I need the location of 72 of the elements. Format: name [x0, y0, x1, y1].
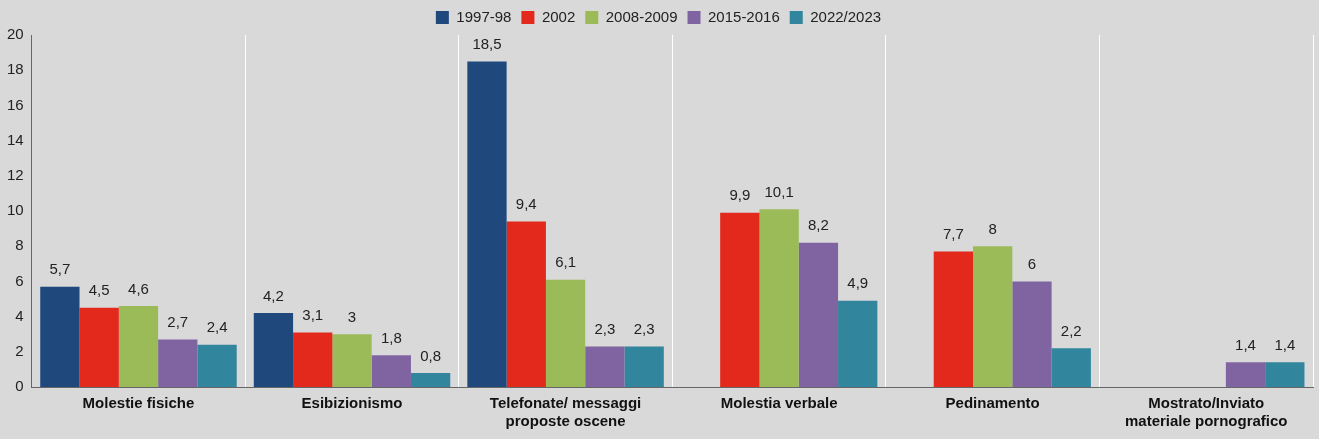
data-label: 9,9 — [729, 186, 751, 204]
data-label: 8,2 — [807, 216, 829, 234]
bar — [973, 246, 1013, 387]
data-label: 8 — [988, 219, 997, 237]
data-label: 4,9 — [847, 274, 869, 292]
y-tick-label: 4 — [15, 306, 24, 324]
x-tick-label: Esibizionismo — [301, 394, 403, 412]
bar — [585, 346, 625, 387]
y-tick-label: 18 — [7, 60, 24, 78]
bar — [545, 279, 586, 387]
x-tick-label: Telefonate/ messaggi proposte oscene — [489, 394, 642, 430]
data-label: 3 — [347, 307, 357, 325]
data-label: 5,7 — [49, 260, 71, 278]
data-label: 1,4 — [1235, 336, 1256, 353]
data-label: 1,8 — [380, 328, 402, 346]
data-label: 2,3 — [594, 320, 616, 338]
bar — [332, 334, 372, 387]
y-tick-label: 12 — [7, 165, 24, 183]
bar — [759, 209, 799, 387]
y-tick-label: 20 — [7, 25, 24, 43]
data-label: 6,1 — [555, 253, 576, 271]
data-label: 4,6 — [128, 279, 149, 297]
bar — [158, 339, 198, 387]
bar — [467, 61, 507, 387]
data-label: 1,4 — [1274, 336, 1296, 353]
bar — [293, 332, 333, 387]
legend-label: 2008-2009 — [605, 7, 678, 25]
bar — [838, 300, 878, 387]
bar — [624, 346, 664, 387]
data-label: 2,4 — [206, 318, 228, 336]
y-tick-label: 16 — [7, 95, 24, 113]
bar — [410, 372, 451, 387]
bar — [798, 242, 839, 387]
data-label: 2,3 — [633, 320, 655, 338]
data-label: 7,7 — [942, 225, 964, 243]
bar — [933, 251, 974, 387]
x-tick-label: Mostrato/Inviato materiale pornografico — [1124, 394, 1288, 430]
bar — [506, 221, 546, 387]
data-label: 6 — [1027, 255, 1037, 273]
bar — [197, 344, 237, 387]
bar — [371, 355, 411, 387]
bar — [40, 286, 80, 387]
legend-label: 1997-98 — [456, 7, 512, 25]
y-tick-label: 6 — [15, 271, 24, 289]
x-tick-label: Molestia verbale — [720, 394, 838, 412]
data-label: 9,4 — [515, 195, 537, 213]
y-tick-label: 2 — [15, 341, 24, 359]
y-tick-label: 14 — [7, 130, 24, 148]
legend-label: 2015-2016 — [708, 7, 780, 25]
legend-label: 2002 — [541, 7, 576, 25]
data-label: 0,8 — [420, 346, 442, 364]
bar — [79, 307, 119, 387]
data-label: 2,7 — [167, 313, 189, 331]
bar — [1265, 362, 1305, 387]
bar — [720, 212, 760, 387]
data-label: 18,5 — [472, 35, 502, 53]
bar — [1225, 362, 1266, 387]
x-tick-label: Pedinamento — [945, 394, 1040, 412]
x-tick-label: Molestie fisiche — [82, 394, 195, 412]
bar — [118, 306, 159, 387]
data-label: 4,2 — [263, 286, 284, 304]
bar — [253, 313, 294, 387]
y-tick-label: 0 — [15, 377, 24, 395]
data-label: 10,1 — [764, 182, 794, 200]
y-tick-label: 8 — [15, 236, 24, 254]
data-label: 3,1 — [302, 306, 324, 324]
y-tick-label: 10 — [7, 201, 24, 219]
bar — [1012, 281, 1052, 387]
bar — [1051, 348, 1091, 387]
data-label: 4,5 — [88, 281, 110, 299]
data-label: 2,2 — [1060, 321, 1082, 339]
legend-label: 2022/2023 — [810, 7, 882, 25]
